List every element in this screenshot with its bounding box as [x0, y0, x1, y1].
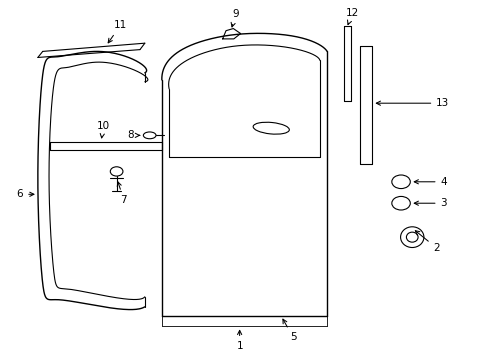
Text: 6: 6: [17, 189, 34, 199]
Text: 12: 12: [345, 8, 358, 24]
Text: 2: 2: [414, 231, 439, 253]
Text: 10: 10: [97, 121, 110, 138]
Text: 13: 13: [376, 98, 448, 108]
Text: 7: 7: [117, 182, 127, 204]
Text: 4: 4: [413, 177, 446, 187]
Text: 1: 1: [236, 330, 243, 351]
Text: 3: 3: [413, 198, 446, 208]
Text: 5: 5: [283, 319, 296, 342]
Text: 11: 11: [108, 20, 127, 43]
Text: 9: 9: [231, 9, 239, 27]
Text: 8: 8: [127, 130, 139, 140]
